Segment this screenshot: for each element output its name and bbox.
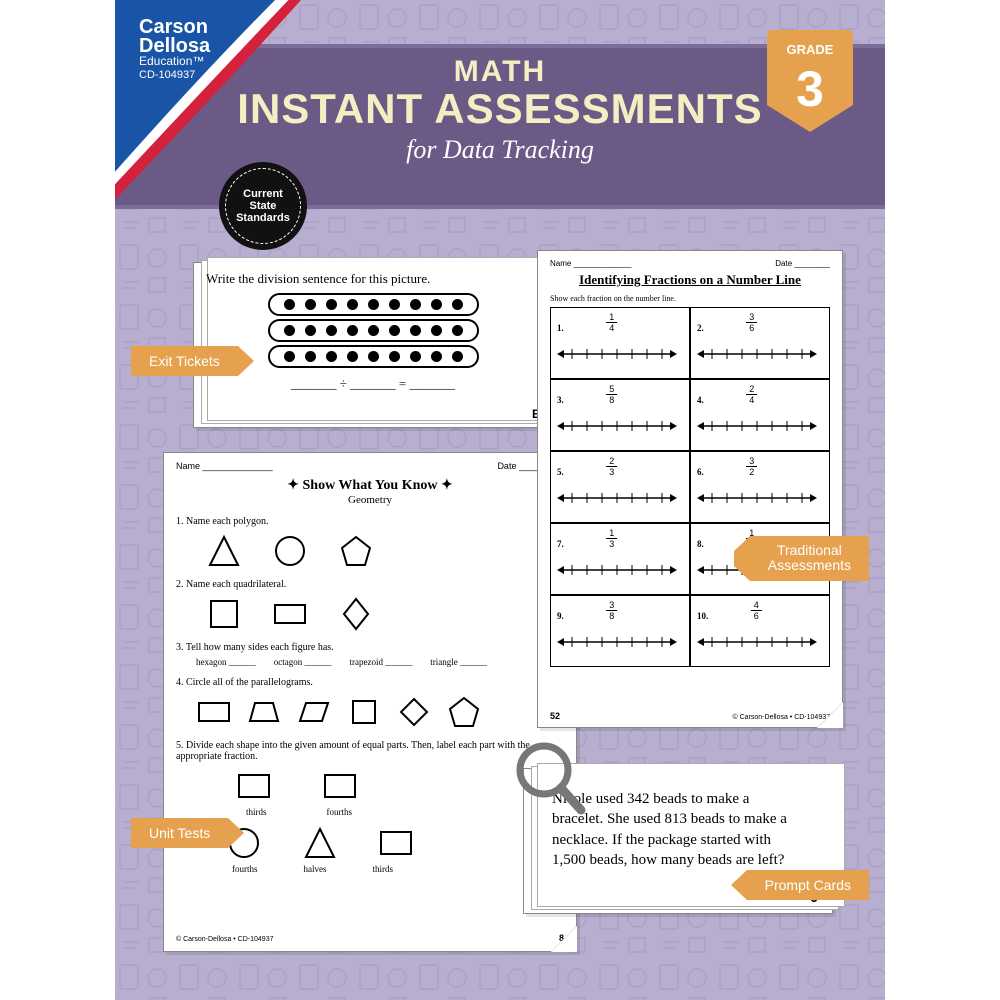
nl-grid: 1. 14 2. 36 3. 58 4. 24 5. 23 6. 32 7. 1… [550,307,830,667]
brand-l3: Education™ [139,56,210,67]
q5: 5. Divide each shape into the given amou… [176,740,564,762]
tag-trad: Traditional Assessments [750,536,869,581]
book-cover: Carson Dellosa Education™ CD-104937 MATH… [115,0,885,1000]
geo-title: ✦ Show What You Know ✦ [176,477,564,494]
numberline-worksheet: Name _____________ Date ________ Identify… [537,250,843,728]
q5-rect3 [378,825,414,861]
q4: 4. Circle all of the parallelograms. [176,677,564,688]
magnify-icon [509,740,589,825]
exit-prompt: Write the division sentence for this pic… [206,271,540,287]
q5-rect1 [236,768,272,804]
shape-trap [246,694,282,730]
nl-inst: Show each fraction on the number line. [550,294,830,303]
grade-label: GRADE [767,42,853,57]
name-field: Name ______________ [176,461,273,471]
shape-para [296,694,332,730]
q1: 1. Name each polygon. [176,516,564,527]
geo-subtitle: Geometry [176,494,564,506]
tag-exit: Exit Tickets [131,346,238,376]
geo-copyright: © Carson-Dellosa • CD-104937 [176,936,273,943]
exit-equation: _______ ÷ _______ = _______ [206,376,540,392]
square-icon [206,596,242,632]
brand-l4: CD-104937 [139,70,210,80]
q2: 2. Name each quadrilateral. [176,579,564,590]
shape-rect [196,694,232,730]
exit-ticket-worksheet: Write the division sentence for this pic… [193,262,553,428]
circle-icon [272,533,308,569]
tag-prompt: Prompt Cards [747,870,869,900]
diamond-icon [338,596,374,632]
shape-sq [346,694,382,730]
q3: 3. Tell how many sides each figure has. [176,642,564,653]
nl-copyright: © Carson-Dellosa • CD-104937 [733,714,830,721]
nl-title: Identifying Fractions on a Number Line [550,272,830,288]
nl-page: 52 [550,711,560,721]
shape-pent [446,694,482,730]
grade-number: 3 [767,60,853,118]
triangle-icon [206,533,242,569]
pentagon-icon [338,533,374,569]
nl-name: Name _____________ [550,259,631,268]
dot-array [206,293,540,368]
grade-badge: GRADE 3 [767,30,853,132]
rectangle-icon [272,596,308,632]
q3-blanks: hexagon ______octagon ______trapezoid __… [176,657,564,667]
shape-rhom [396,694,432,730]
geometry-worksheet: Name ______________Date _________ ✦ Show… [163,452,577,952]
q5-tri [302,825,338,861]
nl-date: Date ________ [775,259,830,268]
q5-rect2 [322,768,358,804]
brand-text: Carson Dellosa Education™ CD-104937 [139,18,210,81]
tag-unit: Unit Tests [131,818,228,848]
